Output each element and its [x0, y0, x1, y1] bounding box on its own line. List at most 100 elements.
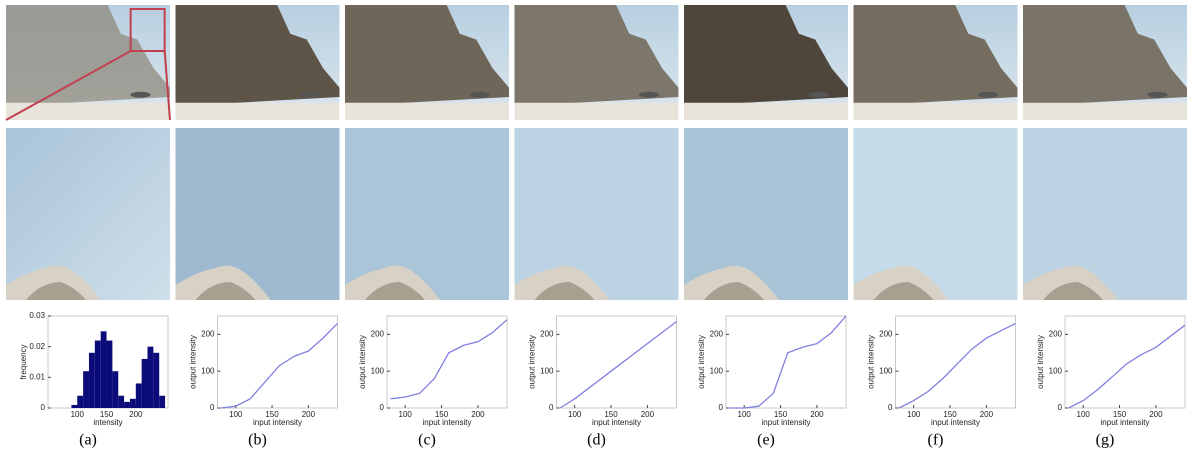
x-tick-label: 200	[302, 410, 316, 419]
hist-bar	[112, 371, 118, 408]
rock	[300, 92, 320, 98]
photo	[1023, 5, 1187, 120]
y-tick-label: 0	[719, 403, 724, 412]
y-tick-label: 100	[879, 366, 893, 375]
photo	[345, 5, 509, 120]
panel-label: (f)	[928, 432, 944, 449]
y-tick-label: 100	[540, 366, 554, 375]
plot-frame	[557, 316, 677, 408]
hist-bar	[153, 353, 159, 408]
y-axis-label: output intensity	[358, 335, 367, 389]
x-axis-label: input intensity	[762, 418, 811, 427]
y-tick-label: 0	[888, 403, 893, 412]
y-axis-label: frequency	[19, 344, 28, 379]
rock	[1147, 92, 1167, 98]
plot-frame	[387, 316, 507, 408]
plot-frame	[1065, 316, 1185, 408]
y-tick-label: 100	[201, 366, 215, 375]
panel-label: (b)	[248, 432, 267, 449]
y-axis-label: output intensity	[1036, 335, 1045, 389]
plot-frame	[896, 316, 1016, 408]
y-tick-label: 200	[879, 330, 893, 339]
rock	[639, 92, 659, 98]
figure: 00.010.020.03100150200intensityfrequency…	[0, 0, 1191, 472]
beach	[176, 103, 340, 120]
x-tick-label: 200	[980, 410, 994, 419]
x-axis-label: input intensity	[423, 418, 472, 427]
hist-bar	[136, 383, 142, 408]
hist-bar	[89, 353, 95, 408]
x-axis-label: input intensity	[931, 418, 980, 427]
x-tick-label: 200	[129, 410, 143, 419]
panel-label: (a)	[79, 432, 97, 449]
zoom-crop	[684, 128, 848, 300]
x-tick-label: 100	[1077, 410, 1091, 419]
y-tick-label: 100	[710, 366, 724, 375]
x-tick-label: 100	[907, 410, 921, 419]
y-axis-label: output intensity	[697, 335, 706, 389]
panel-label: (e)	[757, 432, 775, 449]
y-axis-label: output intensity	[189, 335, 198, 389]
tone-curve	[221, 323, 337, 408]
hist-bar	[142, 359, 148, 408]
y-tick-label: 100	[371, 366, 385, 375]
rock	[469, 92, 489, 98]
tone-curve	[560, 322, 676, 409]
y-axis-label: output intensity	[867, 335, 876, 389]
zoom-crop	[6, 128, 170, 300]
y-tick-label: 200	[1049, 330, 1063, 339]
photo	[6, 5, 170, 120]
hist-bar	[159, 396, 165, 408]
y-tick-label: 200	[201, 330, 215, 339]
x-tick-label: 100	[399, 410, 413, 419]
y-tick-label: 100	[1049, 366, 1063, 375]
plot-frame	[726, 316, 846, 408]
rock	[808, 92, 828, 98]
hist-bar	[107, 341, 113, 408]
y-tick-label: 0	[41, 403, 46, 412]
hist-bar	[118, 396, 124, 408]
photo	[515, 5, 679, 120]
x-tick-label: 100	[71, 410, 85, 419]
plot-frame	[218, 316, 338, 408]
zoom-crop	[515, 128, 679, 300]
x-tick-label: 200	[1149, 410, 1163, 419]
x-axis-label: input intensity	[1101, 418, 1150, 427]
panel-label: (d)	[587, 432, 606, 449]
beach	[684, 103, 848, 120]
x-axis-label: input intensity	[592, 418, 641, 427]
beach	[515, 103, 679, 120]
hist-bar	[101, 331, 107, 408]
zoom-crop	[1023, 128, 1187, 300]
x-tick-label: 200	[471, 410, 485, 419]
y-tick-label: 200	[540, 330, 554, 339]
hist-bar	[71, 405, 77, 408]
panel-label: (g)	[1096, 432, 1115, 449]
hist-bar	[83, 371, 89, 408]
hist-bar	[130, 399, 136, 408]
x-tick-label: 100	[229, 410, 243, 419]
rock	[978, 92, 998, 98]
y-tick-label: 200	[371, 330, 385, 339]
beach	[345, 103, 509, 120]
beach	[854, 103, 1018, 120]
tone-curve	[730, 316, 846, 408]
y-tick-label: 0.02	[29, 342, 45, 351]
hist-bar	[148, 347, 154, 408]
zoom-crop	[176, 128, 340, 300]
photo	[854, 5, 1018, 120]
y-tick-label: 0.03	[29, 311, 45, 320]
rock	[130, 92, 150, 98]
panel-label: (c)	[418, 432, 436, 449]
y-tick-label: 0	[380, 403, 385, 412]
y-tick-label: 0.01	[29, 372, 45, 381]
x-tick-label: 100	[738, 410, 752, 419]
y-axis-label: output intensity	[528, 335, 537, 389]
hist-bar	[124, 402, 130, 408]
tone-curve	[391, 320, 507, 399]
hist-bar	[77, 396, 83, 408]
zoom-crop	[345, 128, 509, 300]
hist-bar	[95, 341, 101, 408]
tone-curve	[899, 323, 1015, 408]
x-tick-label: 200	[810, 410, 824, 419]
